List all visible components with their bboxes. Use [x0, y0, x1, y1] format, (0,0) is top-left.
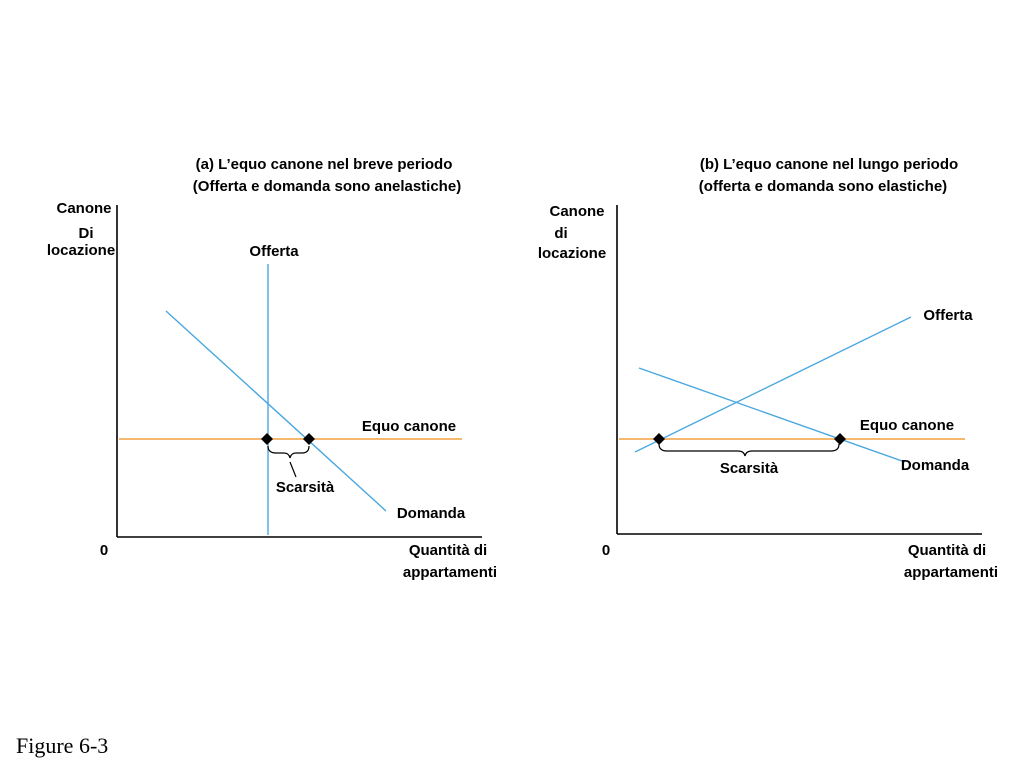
panel-a-x-label-line2: appartamenti: [403, 564, 497, 581]
panel-b-supply-point-marker: [653, 433, 665, 445]
panel-a-origin-label: 0: [100, 542, 108, 559]
panel-a-supply-label: Offerta: [249, 243, 299, 260]
panel-b-demand-label: Domanda: [901, 457, 970, 474]
panel-a-y-label-line3: locazione: [47, 242, 115, 259]
panel-b-demand-curve: [638, 367, 906, 463]
panel-b-y-label-line3: locazione: [538, 245, 606, 262]
panel-a-demand-curve: [165, 310, 387, 512]
panel-a-x-label-line1: Quantità di: [409, 542, 487, 559]
panel-b-origin-label: 0: [602, 542, 610, 559]
panel-a-shortage-label: Scarsità: [276, 479, 335, 496]
panel-a-title-line2: (Offerta e domanda sono anelastiche): [193, 178, 461, 195]
figure-caption: Figure 6-3: [16, 733, 108, 758]
panel-a-y-label-line2: Di: [79, 225, 94, 242]
panel-b-title-line1: (b) L’equo canone nel lungo periodo: [700, 156, 958, 173]
panel-b-supply-label: Offerta: [923, 307, 973, 324]
panel-a-title-line1: (a) L’equo canone nel breve periodo: [196, 156, 453, 173]
panel-b-y-label-line1: Canone: [549, 203, 604, 220]
panel-b: (b) L’equo canone nel lungo periodo (off…: [538, 156, 998, 581]
panel-b-shortage-brace: [658, 443, 840, 457]
panel-b-y-label-line2: di: [554, 225, 567, 242]
panel-a-shortage-pointer: [289, 461, 297, 478]
panel-b-demand-point-marker: [834, 433, 846, 445]
panel-b-supply-curve: [634, 316, 912, 453]
panel-b-title-line2: (offerta e domanda sono elastiche): [699, 178, 947, 195]
panel-b-x-label-line2: appartamenti: [904, 564, 998, 581]
panel-a-fair-rent-label: Equo canone: [362, 418, 456, 435]
panel-a-y-label-line1: Canone: [56, 200, 111, 217]
panel-a-shortage-brace: [267, 445, 310, 459]
panel-a-demand-point-marker: [303, 433, 315, 445]
panel-b-shortage-label: Scarsità: [720, 460, 779, 477]
panel-b-x-label-line1: Quantità di: [908, 542, 986, 559]
panel-b-fair-rent-label: Equo canone: [860, 417, 954, 434]
panel-a-demand-label: Domanda: [397, 505, 466, 522]
panel-a-supply-point-marker: [261, 433, 273, 445]
panel-a: (a) L’equo canone nel breve periodo (Off…: [47, 156, 497, 581]
